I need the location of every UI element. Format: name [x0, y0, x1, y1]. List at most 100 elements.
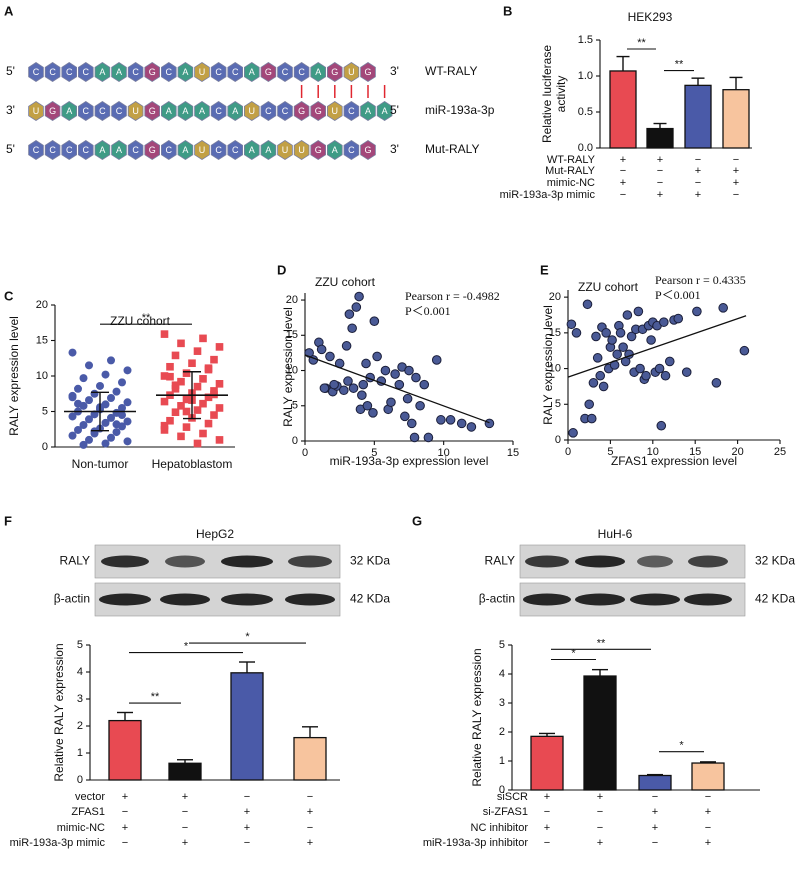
bar: [722, 89, 750, 149]
nucleotide-hexagon: [111, 62, 127, 82]
data-point: [351, 302, 362, 312]
data-point: [406, 418, 417, 429]
data-point: [654, 363, 665, 374]
condition-sign: +: [733, 177, 739, 189]
nucleotide: G: [298, 106, 305, 116]
data-point: [386, 397, 396, 408]
nucleotide-hexagon: [360, 140, 376, 160]
condition-sign: +: [182, 837, 188, 849]
data-point: [85, 396, 93, 405]
x-tick-label: Non-tumor: [72, 457, 129, 471]
blot-band: [637, 555, 673, 568]
condition-sign: −: [695, 154, 701, 166]
nucleotide: A: [365, 106, 371, 116]
blot-band: [575, 593, 625, 606]
nucleotide-hexagon: [94, 140, 111, 160]
nucleotide: A: [265, 145, 271, 155]
data-point: [79, 440, 88, 449]
nucleotide-hexagon: [111, 140, 127, 160]
blot-label: RALY: [485, 554, 515, 568]
nucleotide: C: [348, 106, 355, 116]
nucleotide: C: [66, 67, 73, 77]
bar: [684, 84, 712, 149]
nucleotide: C: [348, 145, 355, 155]
data-point: [372, 351, 382, 362]
nucleotide-hexagon: [177, 140, 194, 160]
y-tick-label: 4: [77, 666, 83, 678]
condition-sign: +: [695, 189, 701, 201]
nucleotide: C: [166, 145, 173, 155]
y-tick-label: 20: [36, 299, 48, 311]
data-point: [592, 353, 603, 363]
condition-sign: +: [544, 791, 550, 803]
data-point: [177, 339, 185, 348]
nucleotide: A: [382, 106, 388, 116]
data-point: [568, 428, 578, 438]
blot-size: 42 KDa: [755, 592, 795, 606]
nucleotide: U: [33, 106, 40, 116]
data-point: [199, 334, 207, 343]
nucleotide-hexagon: [61, 101, 77, 121]
y-tick-label: 0: [499, 784, 505, 796]
condition-sign: −: [705, 822, 711, 834]
y-axis-label: RALY expression level: [7, 316, 21, 436]
nucleotide-hexagon: [243, 62, 260, 82]
blot-label: RALY: [60, 554, 90, 568]
nucleotide: G: [265, 67, 272, 77]
significance-label: *: [679, 740, 684, 752]
blot-band: [688, 555, 728, 568]
panel-letter: G: [412, 513, 422, 528]
bar: [638, 774, 672, 791]
x-tick-label: 10: [438, 447, 450, 459]
data-point: [361, 358, 371, 369]
nucleotide-hexagon: [260, 140, 277, 160]
data-point: [347, 323, 357, 334]
condition-sign: −: [122, 837, 128, 849]
condition-sign: +: [620, 154, 626, 166]
y-tick-label: 2: [499, 726, 505, 738]
data-point: [646, 335, 656, 345]
x-axis-label: miR-193a-3p expression level: [330, 454, 489, 468]
nucleotide: G: [315, 106, 322, 116]
x-tick-label: 0: [565, 446, 571, 458]
data-point: [123, 398, 132, 407]
data-point: [177, 377, 185, 386]
nucleotide-hexagon: [210, 140, 227, 160]
bar: [530, 735, 564, 791]
data-point: [466, 422, 477, 432]
nucleotide-hexagon: [260, 101, 277, 121]
condition-name: mimic-NC: [57, 822, 105, 834]
blot-size: 32 KDa: [350, 554, 390, 568]
blot-band: [575, 555, 625, 568]
condition-sign: −: [705, 791, 711, 803]
nucleotide: A: [249, 67, 255, 77]
nucleotide: C: [83, 145, 90, 155]
nucleotide-hexagon: [177, 62, 194, 82]
nucleotide-hexagon: [310, 62, 327, 82]
data-point: [96, 381, 104, 390]
significance-label: **: [637, 37, 646, 49]
nucleotide-hexagon: [293, 62, 310, 82]
data-point: [74, 399, 82, 408]
condition-sign: +: [244, 822, 250, 834]
data-point: [68, 412, 77, 421]
y-tick-label: 4: [499, 668, 505, 680]
blot-size: 32 KDa: [755, 554, 795, 568]
data-point: [112, 428, 121, 437]
nucleotide: A: [332, 145, 338, 155]
condition-name: ZFAS1: [71, 806, 105, 818]
data-point: [339, 385, 349, 396]
nucleotide-hexagon: [326, 140, 343, 160]
y-tick-label: 15: [36, 334, 48, 346]
condition-name: Mut-RALY: [545, 165, 596, 177]
data-point: [68, 431, 77, 440]
nucleotide-hexagon: [227, 62, 244, 82]
nucleotide: C: [83, 67, 90, 77]
nucleotide: A: [182, 106, 188, 116]
panel-letter: A: [4, 3, 14, 18]
chart-title: ZZU cohort: [315, 275, 376, 289]
nucleotide: C: [215, 106, 222, 116]
nucleotide: C: [132, 145, 139, 155]
nucleotide-hexagon: [144, 101, 161, 121]
